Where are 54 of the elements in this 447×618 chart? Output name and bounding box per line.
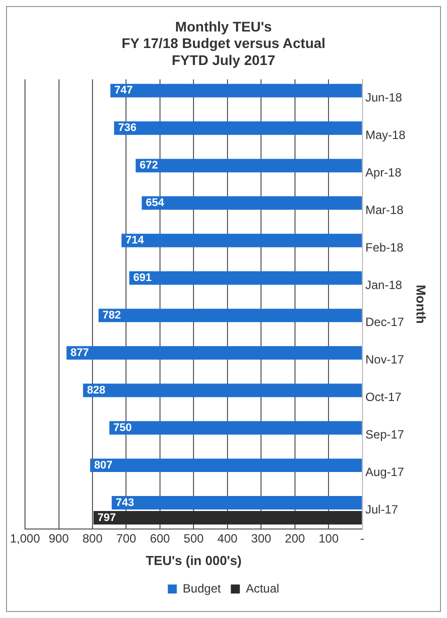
bar bbox=[136, 158, 362, 172]
x-tick-label: - bbox=[360, 532, 364, 546]
x-tick-label: 1,000 bbox=[10, 532, 40, 546]
x-tick-label: 400 bbox=[217, 532, 238, 546]
data-label: 807 bbox=[94, 459, 112, 472]
y-tick-label: Sep-17 bbox=[365, 428, 404, 442]
y-tick-label: Jan-18 bbox=[365, 278, 402, 292]
bar bbox=[129, 271, 362, 285]
bar bbox=[90, 458, 362, 472]
bar bbox=[66, 346, 362, 360]
bar bbox=[109, 421, 362, 435]
y-tick-label: Jun-18 bbox=[365, 90, 402, 104]
x-tick-label: 500 bbox=[184, 532, 204, 546]
legend-label: Budget bbox=[182, 581, 222, 596]
data-label: 672 bbox=[140, 160, 158, 172]
data-label: 691 bbox=[133, 272, 152, 284]
y-axis-title: Month bbox=[414, 284, 429, 324]
data-label: 750 bbox=[113, 422, 132, 434]
x-tick-label: 200 bbox=[284, 532, 306, 546]
data-label: 797 bbox=[98, 512, 116, 524]
bar bbox=[110, 84, 362, 98]
y-tick-label: Dec-17 bbox=[365, 315, 404, 330]
y-tick-label: Apr-18 bbox=[365, 165, 402, 180]
y-tick-label: Jul-17 bbox=[365, 502, 398, 517]
y-tick-label: Aug-17 bbox=[365, 465, 404, 480]
x-tick-label: 300 bbox=[251, 532, 272, 546]
data-label: 747 bbox=[114, 84, 133, 97]
x-axis-title: TEU's (in 000's) bbox=[146, 552, 242, 568]
bar bbox=[98, 308, 362, 322]
data-label: 654 bbox=[146, 197, 165, 210]
bar bbox=[142, 196, 362, 210]
data-label: 828 bbox=[87, 384, 106, 396]
y-tick-label: Nov-17 bbox=[365, 352, 404, 367]
x-tick-label: 600 bbox=[150, 532, 170, 546]
y-tick-label: Feb-18 bbox=[365, 240, 404, 254]
x-tick-label: 100 bbox=[318, 532, 339, 546]
legend-label: Actual bbox=[246, 581, 280, 596]
data-label: 782 bbox=[102, 309, 121, 322]
data-label: 743 bbox=[116, 496, 134, 509]
data-label: 714 bbox=[126, 234, 145, 247]
chart-title: Monthly TEU's FY 17/18 Budget versus Actual FYTD July 2017 bbox=[122, 18, 326, 68]
bar bbox=[94, 511, 362, 525]
bar bbox=[114, 121, 362, 135]
y-tick-label: May-18 bbox=[365, 128, 406, 142]
x-tick-label: 700 bbox=[116, 532, 137, 546]
bar bbox=[83, 384, 362, 398]
data-label: 736 bbox=[118, 122, 136, 134]
bar bbox=[122, 234, 362, 248]
data-label: 877 bbox=[70, 346, 89, 359]
x-tick-label: 800 bbox=[82, 532, 103, 546]
y-tick-label: Oct-17 bbox=[365, 390, 402, 404]
bar bbox=[112, 496, 362, 510]
y-tick-label: Mar-18 bbox=[365, 202, 404, 217]
x-tick-label: 900 bbox=[48, 532, 70, 546]
